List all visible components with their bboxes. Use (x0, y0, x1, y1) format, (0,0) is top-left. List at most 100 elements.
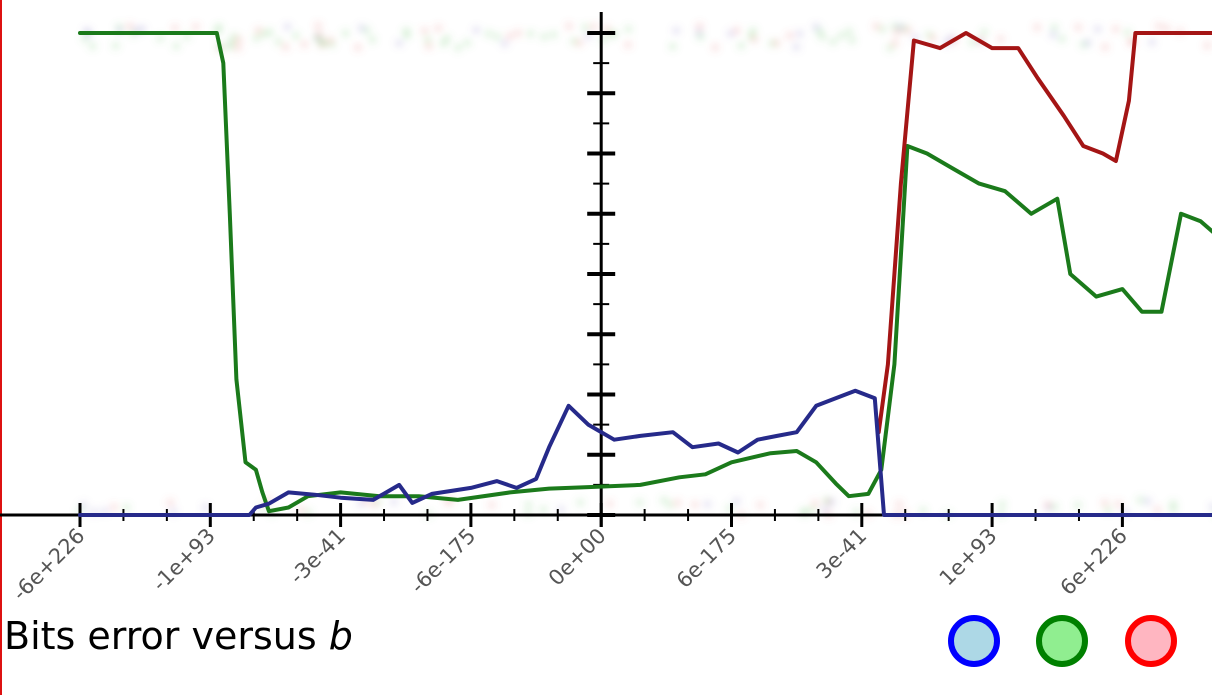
sample-point (625, 26, 632, 33)
x-tick-label: -6e-175 (406, 524, 481, 599)
sample-point (473, 27, 480, 34)
sample-point (576, 39, 583, 46)
sample-point (167, 499, 174, 506)
x-tick-label: -3e-41 (285, 524, 350, 589)
y-axis (587, 12, 616, 527)
sample-point (80, 502, 87, 509)
sample-point (577, 499, 584, 506)
series-line-red (876, 31, 1212, 435)
series-line-green (78, 31, 1212, 514)
sample-point (733, 498, 740, 505)
sample-point (823, 497, 830, 504)
sample-point (396, 40, 403, 47)
series-line-blue (78, 388, 1212, 517)
x-tick-label: 0e+00 (544, 524, 611, 591)
legend-green-icon (1036, 615, 1088, 667)
sample-point (603, 25, 610, 32)
sample-point (192, 23, 199, 30)
sample-point (816, 28, 823, 35)
legend-red-icon (1125, 615, 1177, 667)
sample-point (1149, 39, 1156, 46)
sample-point (126, 23, 133, 30)
sample-point (275, 38, 282, 45)
sample-point (440, 40, 447, 47)
sample-point (697, 33, 704, 40)
sample-point (769, 40, 776, 47)
sample-point (696, 23, 703, 30)
sample-point (488, 502, 495, 508)
sample-point (1059, 35, 1065, 42)
sample-point (525, 501, 532, 508)
sample-point (879, 26, 886, 33)
sample-point (157, 35, 164, 42)
sample-point (123, 504, 130, 511)
x-tick-label: -6e+226 (8, 524, 90, 600)
sample-point (669, 43, 676, 50)
sample-point (1154, 506, 1161, 513)
left-border (0, 0, 2, 695)
sample-point (540, 506, 547, 513)
legend-blue-icon (948, 615, 1000, 667)
sample-point (773, 40, 780, 46)
sample-point (582, 24, 589, 31)
sample-point (354, 44, 361, 51)
sample-point (228, 39, 234, 46)
sample-point (255, 27, 262, 34)
sample-point (636, 499, 643, 506)
sample-point (1155, 23, 1162, 30)
sample-point (89, 43, 96, 50)
sample-point (1209, 503, 1212, 510)
sample-point (342, 30, 349, 37)
sample-point (1204, 42, 1211, 49)
sample-point (315, 22, 322, 29)
sample-point (1084, 39, 1091, 46)
sample-point (1124, 29, 1131, 36)
caption-variable: b (328, 614, 353, 658)
sample-point (1115, 501, 1122, 507)
sample-point (1170, 506, 1177, 513)
sample-point (849, 37, 856, 44)
sample-point (819, 33, 826, 40)
sample-point (515, 30, 522, 37)
sample-point (235, 44, 241, 51)
x-tick-label: -1e+93 (148, 524, 220, 596)
sample-point (253, 35, 260, 41)
sample-point (1075, 24, 1082, 31)
sample-point (227, 43, 234, 50)
bits-error-chart: -6e+226 -1e+93 -3e-41 -6e-175 0e+00 6e-175 3e-… (0, 12, 1212, 600)
sample-point (464, 39, 471, 46)
scatter-cloud (77, 22, 1212, 518)
sample-point (558, 506, 565, 513)
sample-point (1044, 501, 1051, 508)
sample-point (822, 507, 828, 513)
sample-point (391, 498, 397, 505)
sample-point (282, 44, 289, 50)
sample-point (873, 23, 880, 30)
sample-point (301, 41, 308, 48)
sample-point (541, 33, 548, 40)
sample-point (260, 30, 267, 37)
sample-point (357, 500, 364, 507)
sample-point (501, 40, 508, 47)
sample-point (660, 497, 667, 504)
sample-point (926, 31, 932, 38)
sample-point (173, 43, 180, 50)
sample-point (838, 32, 845, 39)
sample-point (1163, 25, 1170, 32)
sample-point (485, 30, 492, 37)
sample-point (896, 501, 903, 508)
sample-point (1105, 507, 1111, 514)
sample-point (1094, 26, 1101, 33)
x-tick-label: 1e+93 (935, 524, 1002, 591)
sample-point (570, 38, 577, 45)
sample-point (320, 40, 327, 47)
sample-point (358, 25, 365, 31)
sample-point (999, 501, 1006, 508)
series-lines (78, 31, 1212, 517)
sample-point (82, 35, 88, 42)
sample-point (704, 501, 711, 508)
x-tick-label: 6e-175 (672, 524, 741, 593)
sample-point (112, 42, 119, 49)
sample-point (435, 25, 442, 32)
sample-point (809, 506, 816, 513)
